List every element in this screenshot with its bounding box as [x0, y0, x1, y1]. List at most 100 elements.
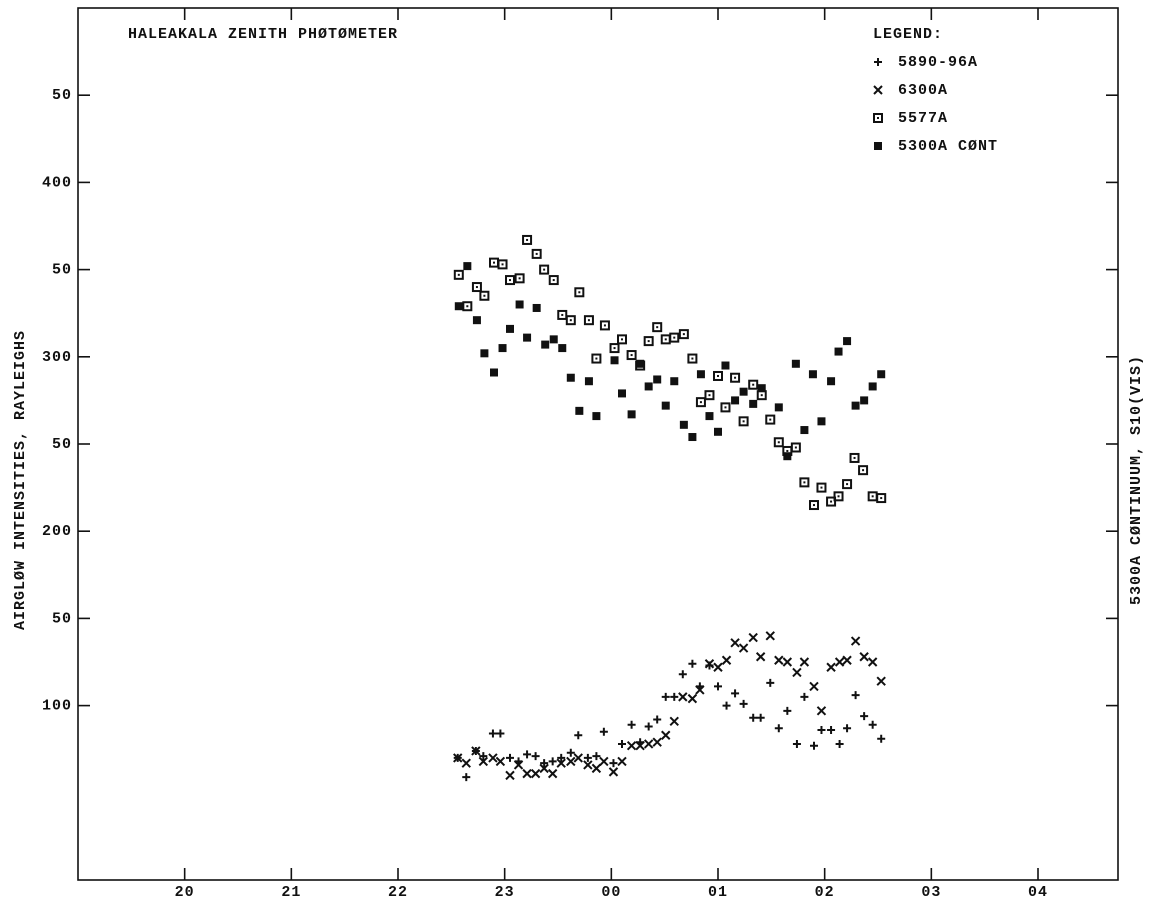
marker-shape: [730, 372, 741, 383]
marker-shape: [621, 338, 623, 341]
point: [627, 410, 636, 419]
marker-shape: [717, 374, 719, 377]
point: [461, 758, 471, 768]
marker-shape: [721, 361, 730, 370]
point: [850, 636, 861, 646]
point: [506, 753, 514, 762]
marker-shape: [552, 279, 555, 282]
marker-shape: [630, 354, 633, 357]
marker-shape: [748, 632, 758, 643]
marker-shape: [766, 678, 775, 687]
marker-shape: [583, 760, 593, 770]
marker-shape: [539, 264, 550, 275]
point: [636, 359, 645, 368]
point: [505, 275, 515, 286]
marker-shape: [765, 631, 775, 641]
marker-shape: [734, 376, 737, 379]
marker-shape: [557, 309, 568, 320]
point: [722, 701, 731, 710]
point: [617, 334, 627, 345]
marker-shape: [617, 334, 627, 345]
point: [860, 396, 869, 405]
point: [539, 763, 549, 774]
point: [774, 724, 783, 733]
marker-shape: [540, 759, 549, 768]
point: [522, 234, 533, 245]
point: [817, 726, 826, 735]
y-tick-label: 400: [42, 174, 72, 191]
marker-shape: [498, 344, 507, 353]
marker-shape: [849, 452, 860, 463]
marker-shape: [757, 384, 766, 393]
marker-shape: [782, 657, 793, 667]
marker-shape: [636, 359, 645, 368]
marker-shape: [858, 465, 869, 476]
marker-shape: [627, 720, 636, 729]
point: [497, 259, 508, 270]
marker-shape: [669, 332, 680, 343]
marker-shape: [738, 643, 749, 653]
point: [574, 731, 583, 740]
point: [540, 759, 549, 768]
x-tick-label: 23: [495, 884, 515, 901]
point: [756, 713, 765, 722]
point: [874, 58, 882, 66]
point: [809, 681, 819, 692]
marker-shape: [817, 417, 826, 426]
marker-shape: [583, 315, 594, 326]
y-tick-label: 200: [42, 523, 72, 540]
marker-shape: [730, 638, 740, 648]
point: [574, 287, 585, 298]
point: [731, 689, 740, 698]
point: [738, 643, 749, 653]
marker-shape: [724, 406, 727, 409]
marker-shape: [483, 294, 486, 297]
marker-shape: [513, 760, 524, 770]
point: [696, 370, 705, 379]
point: [834, 657, 845, 667]
marker-shape: [526, 238, 529, 241]
chart-title: HALEAKALA ZENITH PHØTØMETER: [128, 26, 398, 43]
point: [557, 309, 568, 320]
marker-shape: [874, 58, 882, 66]
marker-shape: [721, 655, 732, 665]
marker-shape: [518, 277, 521, 280]
point: [859, 652, 869, 662]
point: [827, 726, 836, 735]
point: [573, 753, 583, 763]
marker-shape: [843, 337, 852, 346]
marker-shape: [496, 729, 505, 738]
point: [513, 760, 524, 770]
point: [541, 340, 550, 349]
marker-shape: [569, 319, 572, 322]
marker-shape: [592, 412, 601, 421]
point: [738, 416, 749, 427]
point: [472, 316, 481, 325]
marker-shape: [842, 479, 853, 490]
marker-shape: [704, 659, 715, 669]
marker-shape: [541, 340, 550, 349]
point: [488, 753, 498, 763]
point: [490, 368, 498, 377]
marker-shape: [453, 753, 463, 763]
marker-shape: [830, 500, 833, 503]
legend-label: 5577A: [898, 110, 948, 127]
marker-shape: [809, 681, 819, 692]
marker-shape: [800, 692, 809, 701]
marker-shape: [853, 456, 856, 459]
marker-shape: [720, 402, 731, 413]
point: [791, 359, 800, 368]
marker-shape: [505, 770, 515, 781]
point: [721, 361, 730, 370]
point: [687, 693, 698, 704]
point: [774, 655, 784, 665]
point: [687, 353, 698, 364]
point: [714, 682, 722, 691]
marker-shape: [696, 370, 705, 379]
y-tick-label: 300: [42, 349, 72, 366]
marker-shape: [809, 500, 819, 511]
point: [790, 442, 801, 453]
marker-shape: [678, 329, 689, 340]
point: [739, 387, 748, 396]
point: [583, 753, 592, 762]
